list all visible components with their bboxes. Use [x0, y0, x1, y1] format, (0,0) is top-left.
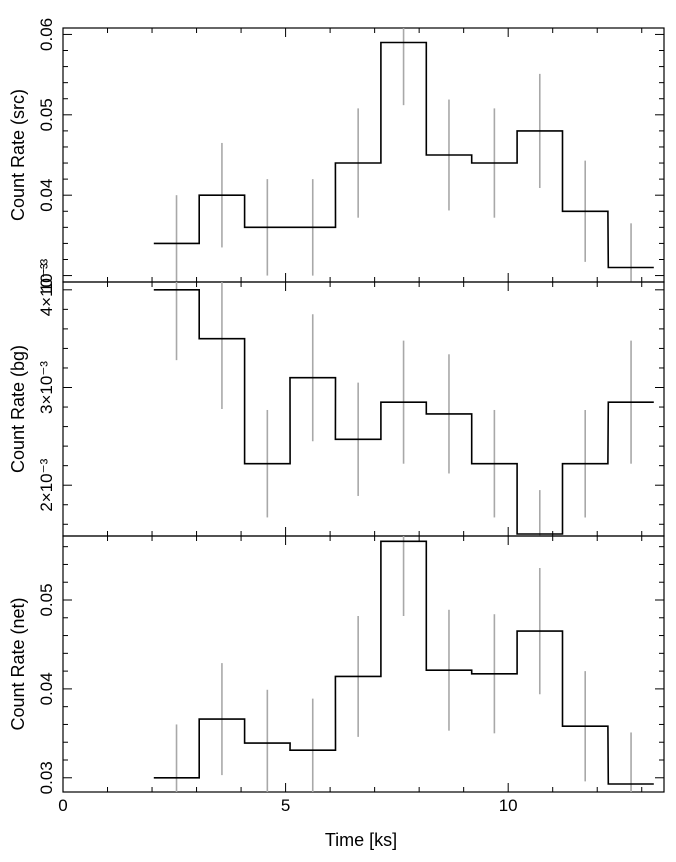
step-line-bg — [153, 289, 654, 535]
x-tick-label: 10 — [499, 796, 518, 815]
x-tick-label: 5 — [281, 796, 290, 815]
y-tick-label: 0.03 — [37, 761, 56, 794]
y-tick-label: 0.05 — [37, 583, 56, 616]
y-tick-label: 4×10⁻³ — [37, 263, 56, 316]
panel-frame — [62, 27, 665, 283]
panel-frame — [62, 281, 665, 537]
y-tick-label: 0.05 — [37, 98, 56, 131]
y-tick-label: 0.06 — [37, 18, 56, 51]
step-line-src — [153, 41, 654, 269]
panel-frame — [62, 535, 665, 793]
step-line-net — [153, 540, 654, 785]
x-axis-label: Time [ks] — [325, 830, 397, 850]
panel-bg: 2×10⁻³ 3×10⁻³ 4×10⁻³ Count Rate (bg) — [8, 263, 665, 537]
y-tick-label: 0.04 — [37, 179, 56, 212]
y-axis-label: Count Rate (bg) — [8, 345, 28, 473]
panel-src: 10⁻³ 0.04 0.05 0.06 Count Rate (src) — [8, 18, 665, 292]
y-tick-label: 2×10⁻³ — [37, 458, 56, 511]
y-tick-label: 10⁻³ — [37, 258, 56, 292]
panel-net: 0.03 0.04 0.05 Count Rate (net) 0 5 10 — [8, 535, 665, 815]
y-tick-label: 3×10⁻³ — [37, 361, 56, 414]
y-axis-label: Count Rate (net) — [8, 597, 28, 730]
y-tick-label: 0.04 — [37, 672, 56, 705]
x-tick-label: 0 — [58, 796, 67, 815]
y-axis-label: Count Rate (src) — [8, 89, 28, 221]
